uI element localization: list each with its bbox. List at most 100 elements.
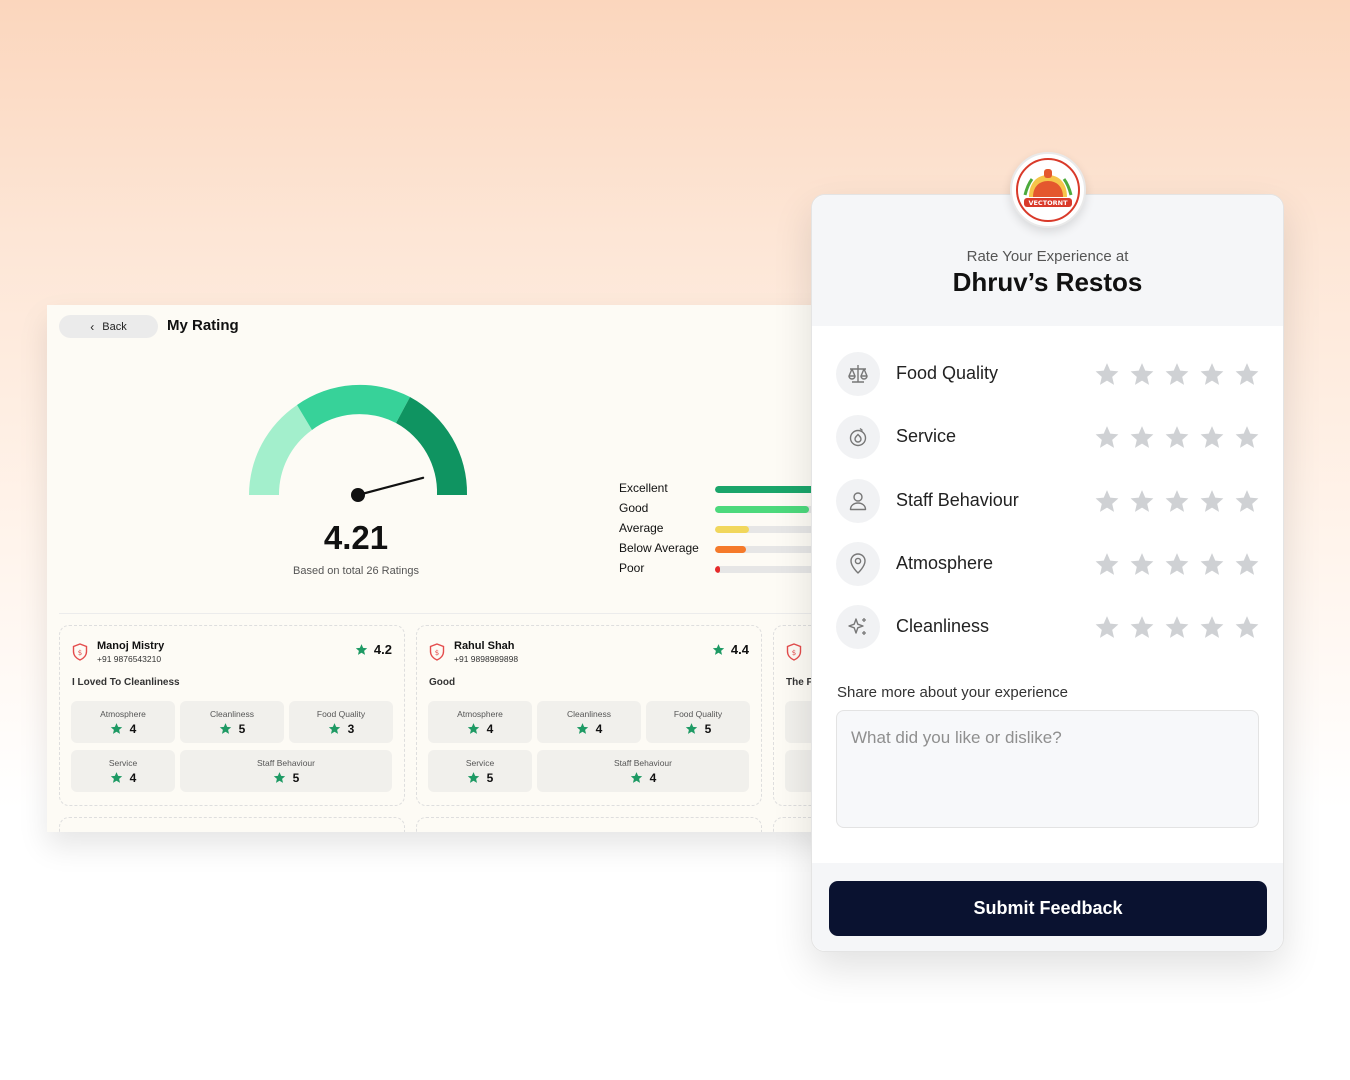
star-icon[interactable] xyxy=(1199,424,1225,450)
distribution-label: Poor xyxy=(619,561,645,575)
criterion-food-quality: Food Quality xyxy=(836,352,1266,396)
share-label: Share more about your experience xyxy=(837,684,1068,701)
score-value: 5 xyxy=(486,770,494,785)
distribution-fill xyxy=(715,486,860,493)
star-icon[interactable] xyxy=(1234,551,1260,577)
star-icon[interactable] xyxy=(1094,614,1120,640)
star-icon xyxy=(576,723,588,734)
reviewer-phone: +91 9898989898 xyxy=(454,654,519,664)
reviewer-name: Rahul Shah xyxy=(454,640,515,652)
star-icon[interactable] xyxy=(1234,614,1260,640)
star-icon xyxy=(328,723,340,734)
star-icon xyxy=(355,644,368,655)
distribution-row: Average xyxy=(619,521,867,541)
star-icon[interactable] xyxy=(1234,488,1260,514)
distribution-label: Below Average xyxy=(619,541,699,555)
svg-text:$: $ xyxy=(435,649,439,657)
review-card: $ Manoj Mistry +91 9876543210 4.2 I Love… xyxy=(59,625,405,806)
criterion-staff-behaviour: Staff Behaviour xyxy=(836,479,1266,523)
svg-text:$: $ xyxy=(78,649,82,657)
review-comment: I Loved To Cleanliness xyxy=(72,677,180,688)
star-icon[interactable] xyxy=(1199,361,1225,387)
star-icon[interactable] xyxy=(1164,424,1190,450)
star-icon xyxy=(712,644,725,655)
back-button[interactable]: ‹ Back xyxy=(59,315,158,338)
submit-feedback-button[interactable]: Submit Feedback xyxy=(829,881,1267,936)
star-icon[interactable] xyxy=(1199,614,1225,640)
distribution-bar xyxy=(715,506,867,513)
star-icon xyxy=(110,772,122,783)
score-value: 4 xyxy=(129,721,137,736)
gauge-segment-mid xyxy=(297,384,410,430)
score-value: 4 xyxy=(486,721,494,736)
star-icon[interactable] xyxy=(1094,361,1120,387)
criterion-cleanliness: Cleanliness xyxy=(836,605,1266,649)
distribution-bar xyxy=(715,566,867,573)
feedback-textarea[interactable] xyxy=(836,710,1259,828)
star-icon[interactable] xyxy=(1094,551,1120,577)
shield-icon: $ xyxy=(786,643,802,661)
distribution-row: Good xyxy=(619,501,867,521)
star-rating-input[interactable] xyxy=(1094,614,1260,640)
review-comment: The F xyxy=(786,677,813,688)
star-icon xyxy=(273,772,285,783)
star-icon[interactable] xyxy=(1094,488,1120,514)
review-rating: 4.2 xyxy=(355,642,392,657)
review-comment: Good xyxy=(429,677,456,688)
star-icon[interactable] xyxy=(1164,361,1190,387)
distribution-row: Below Average xyxy=(619,541,867,561)
score-service: Service 5 xyxy=(428,750,532,792)
scale-icon xyxy=(836,352,880,396)
review-rating-value: 4.4 xyxy=(730,642,749,657)
feedback-subtitle: Rate Your Experience at xyxy=(966,248,1129,265)
criterion-label: Food Quality xyxy=(896,363,999,383)
average-score: 4.21 xyxy=(323,519,389,556)
score-value: 3 xyxy=(347,721,355,736)
distribution-row: Poor xyxy=(619,561,867,581)
star-icon[interactable] xyxy=(1234,424,1260,450)
score-label: Food Quality xyxy=(673,708,723,719)
logo-emblem-icon: VECTORNT xyxy=(1016,158,1080,222)
star-icon[interactable] xyxy=(1164,614,1190,640)
distribution-bar xyxy=(715,486,867,493)
score-label: Service xyxy=(108,757,138,768)
star-icon[interactable] xyxy=(1164,551,1190,577)
star-icon[interactable] xyxy=(1094,424,1120,450)
star-icon[interactable] xyxy=(1129,614,1155,640)
score-cleanliness: Cleanliness 4 xyxy=(537,701,641,743)
distribution-fill xyxy=(715,566,721,573)
score-atmosphere: Atmosphere 4 xyxy=(71,701,175,743)
star-icon[interactable] xyxy=(1129,424,1155,450)
shield-icon: $ xyxy=(72,643,88,661)
section-divider xyxy=(59,613,859,614)
user-icon xyxy=(836,479,880,523)
criterion-service: Service xyxy=(836,415,1266,459)
distribution-label: Average xyxy=(619,521,664,535)
star-icon[interactable] xyxy=(1129,551,1155,577)
star-icon[interactable] xyxy=(1129,361,1155,387)
score-value: 4 xyxy=(595,721,603,736)
star-icon[interactable] xyxy=(1199,488,1225,514)
star-rating-input[interactable] xyxy=(1094,551,1260,577)
service-icon xyxy=(836,415,880,459)
star-icon[interactable] xyxy=(1129,488,1155,514)
star-rating-input[interactable] xyxy=(1094,424,1260,450)
star-icon xyxy=(467,723,479,734)
reviewer-name: Manoj Mistry xyxy=(97,640,165,652)
star-rating-input[interactable] xyxy=(1094,361,1260,387)
criterion-label: Atmosphere xyxy=(896,553,994,573)
star-icon[interactable] xyxy=(1164,488,1190,514)
sparkle-icon xyxy=(836,605,880,649)
score-label: Staff Behaviour xyxy=(614,757,672,768)
review-card xyxy=(59,817,405,832)
star-icon xyxy=(467,772,479,783)
gauge-segment-high xyxy=(396,397,468,495)
star-rating-input[interactable] xyxy=(1094,488,1260,514)
star-icon[interactable] xyxy=(1199,551,1225,577)
distribution-label: Excellent xyxy=(619,481,668,495)
distribution-fill xyxy=(715,526,749,533)
score-service: Service 4 xyxy=(71,750,175,792)
star-icon[interactable] xyxy=(1234,361,1260,387)
rating-distribution: Excellent Good Average Below Average Poo… xyxy=(619,481,867,581)
gauge-segment-low xyxy=(249,405,312,495)
